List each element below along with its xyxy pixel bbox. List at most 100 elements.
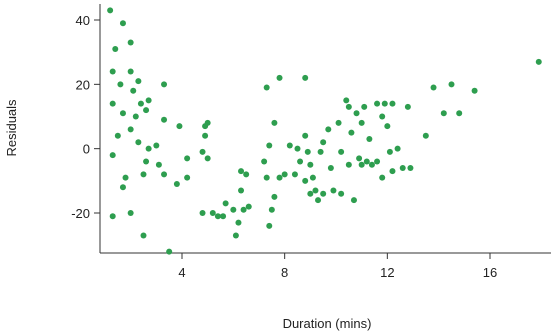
data-point <box>109 152 116 159</box>
data-point <box>266 222 273 229</box>
data-point <box>389 100 396 107</box>
data-point <box>263 174 270 181</box>
data-point <box>266 142 273 149</box>
data-point <box>276 74 283 81</box>
data-point <box>155 161 162 168</box>
data-point <box>117 81 124 88</box>
data-point <box>271 193 278 200</box>
data-point <box>130 87 137 94</box>
data-point <box>184 174 191 181</box>
data-point <box>137 100 144 107</box>
data-point <box>312 187 319 194</box>
data-point <box>135 78 142 85</box>
data-point <box>222 200 229 207</box>
data-point <box>143 107 150 114</box>
data-point <box>109 213 116 220</box>
data-point <box>109 68 116 75</box>
data-point <box>271 119 278 126</box>
data-point <box>404 103 411 110</box>
data-point <box>315 197 322 204</box>
data-point <box>394 145 401 152</box>
data-point <box>302 132 309 139</box>
data-point <box>281 171 288 178</box>
data-point <box>327 164 334 171</box>
data-point <box>294 145 301 152</box>
data-point <box>399 164 406 171</box>
data-point <box>307 161 314 168</box>
data-point <box>209 210 216 216</box>
y-axis-label: Residuals <box>4 99 19 157</box>
data-point <box>350 197 357 204</box>
data-point <box>345 103 352 110</box>
x-tick-label: 4 <box>178 265 185 280</box>
data-point <box>440 110 447 117</box>
data-point <box>374 158 381 165</box>
data-point <box>381 100 388 107</box>
data-point <box>379 113 386 120</box>
data-point <box>127 210 134 216</box>
data-point <box>422 132 429 139</box>
data-point <box>368 161 375 168</box>
data-point <box>356 155 363 162</box>
data-point <box>114 132 121 139</box>
data-point <box>374 100 381 107</box>
y-tick-label: -20 <box>71 206 90 221</box>
data-point <box>361 103 368 110</box>
data-point <box>263 84 270 91</box>
data-point <box>145 97 152 104</box>
data-point <box>230 206 237 213</box>
axes <box>99 4 551 254</box>
data-point <box>235 219 242 226</box>
data-point <box>358 119 365 126</box>
data-point <box>320 190 327 197</box>
data-point <box>176 123 183 130</box>
data-point <box>535 58 542 65</box>
data-point <box>366 136 373 143</box>
data-point <box>358 161 365 168</box>
data-point <box>386 148 393 155</box>
data-point <box>325 126 332 133</box>
data-point <box>107 7 114 14</box>
data-point <box>302 177 309 184</box>
data-point <box>161 81 168 88</box>
data-point <box>238 187 245 194</box>
data-point <box>184 155 191 162</box>
data-point <box>112 45 119 52</box>
data-point <box>291 171 298 178</box>
data-point <box>471 87 478 94</box>
data-point <box>199 210 206 216</box>
data-point <box>202 132 209 139</box>
data-point <box>348 129 355 136</box>
data-point <box>456 110 463 117</box>
data-point <box>363 158 370 165</box>
data-point <box>240 206 247 213</box>
data-point <box>127 68 134 75</box>
data-point <box>335 119 342 126</box>
data-point <box>109 100 116 107</box>
data-point <box>343 97 350 104</box>
data-point <box>384 123 391 130</box>
data-point <box>122 174 129 181</box>
data-point <box>243 171 250 178</box>
data-point <box>338 148 345 155</box>
data-point <box>143 158 150 165</box>
data-point <box>268 206 275 213</box>
data-point <box>261 158 268 165</box>
data-point <box>407 164 414 171</box>
data-point <box>204 119 211 126</box>
data-point <box>166 248 173 255</box>
data-point <box>173 181 180 188</box>
x-tick-label: 12 <box>380 265 394 280</box>
x-tick-label: 8 <box>281 265 288 280</box>
data-point <box>338 190 345 197</box>
data-point <box>127 126 134 133</box>
y-tick-label: 20 <box>76 77 90 92</box>
x-tick-label: 16 <box>483 265 497 280</box>
data-point <box>345 161 352 168</box>
x-axis-label: Duration (mins) <box>283 316 372 331</box>
data-point <box>140 232 147 239</box>
data-point <box>199 148 206 155</box>
data-point <box>320 139 327 146</box>
data-point <box>119 184 126 191</box>
